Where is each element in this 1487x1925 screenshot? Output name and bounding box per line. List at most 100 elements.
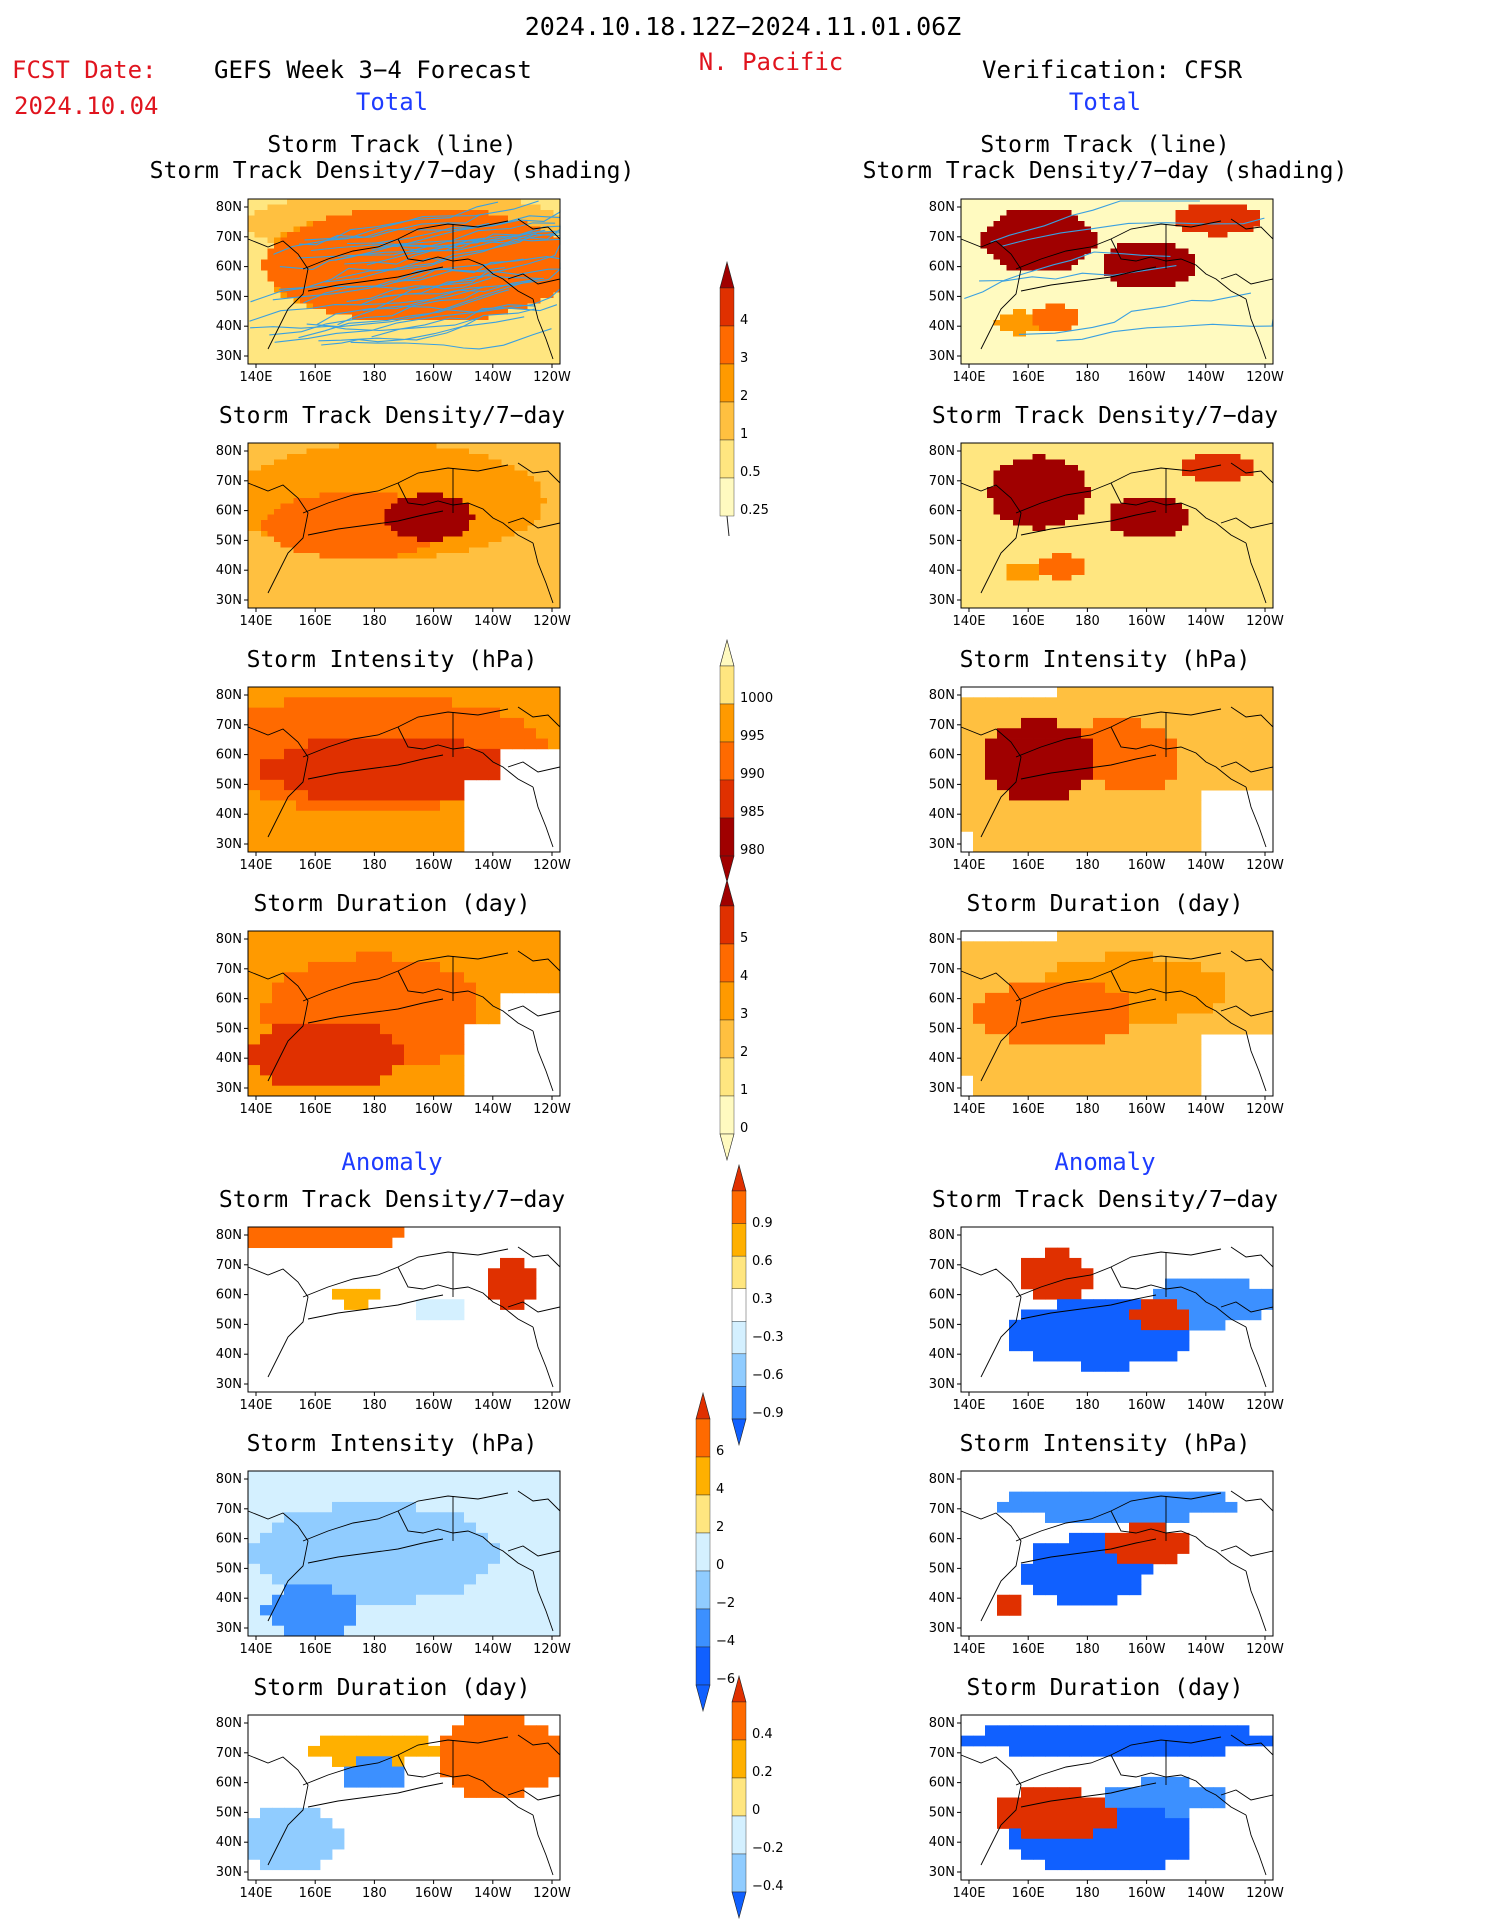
cell: [371, 465, 379, 471]
cell: [417, 204, 424, 211]
cell: [1104, 298, 1111, 304]
cell: [514, 564, 522, 570]
cell: [527, 492, 535, 499]
cell: [1045, 597, 1053, 603]
cell: [1208, 353, 1215, 359]
cell: [501, 309, 509, 315]
cell: [553, 575, 561, 581]
cell: [391, 569, 398, 576]
cell: [274, 342, 281, 348]
cell: [1026, 276, 1033, 282]
cell: [469, 221, 476, 227]
cell: [371, 221, 379, 227]
cell: [339, 248, 346, 255]
cell: [488, 498, 496, 504]
cell: [993, 454, 1001, 460]
cell: [274, 602, 281, 609]
cell: [261, 199, 268, 205]
cell: [1045, 292, 1053, 299]
cell: [280, 298, 288, 304]
cell: [1058, 448, 1066, 455]
cell: [417, 254, 424, 260]
cell: [1214, 248, 1222, 255]
cell: [553, 243, 561, 249]
cell: [495, 298, 502, 304]
cell: [404, 476, 411, 482]
cell: [547, 454, 554, 460]
cell: [488, 597, 496, 603]
cell: [436, 602, 444, 609]
cell: [527, 342, 535, 348]
cell: [267, 503, 275, 510]
cell: [456, 465, 463, 471]
cell: [254, 470, 262, 477]
cell: [287, 536, 294, 543]
cell: [423, 591, 431, 598]
cell: [365, 553, 372, 559]
cell: [1201, 210, 1209, 216]
cell: [974, 476, 981, 482]
cell: [1000, 265, 1007, 271]
cell: [1039, 342, 1046, 348]
cell: [339, 492, 346, 499]
cell: [365, 459, 372, 466]
cell: [1032, 358, 1040, 365]
cell: [267, 259, 275, 266]
cell: [1078, 309, 1085, 315]
cell: [326, 553, 333, 559]
cell: [488, 248, 496, 255]
cell: [352, 525, 359, 532]
cell: [1026, 542, 1033, 548]
cell: [993, 243, 1001, 249]
cell: [993, 586, 1001, 592]
cell: [521, 336, 528, 343]
cell: [306, 259, 314, 266]
cell: [287, 204, 294, 211]
cell: [1130, 204, 1137, 211]
cell: [306, 498, 314, 504]
cell: [293, 542, 301, 548]
cell: [540, 320, 548, 326]
cell: [1110, 248, 1118, 255]
cell: [456, 303, 463, 310]
cell: [1045, 215, 1053, 222]
cell: [488, 481, 496, 488]
cell: [987, 580, 994, 587]
cell: [1065, 331, 1072, 337]
cell: [1000, 487, 1007, 493]
cell: [261, 492, 268, 499]
cell: [326, 358, 333, 365]
cell: [547, 575, 554, 581]
cell: [456, 347, 463, 354]
cell: [1208, 237, 1215, 244]
cell: [1227, 248, 1235, 255]
cell: [967, 531, 975, 537]
cell: [300, 342, 307, 348]
cell: [1065, 487, 1072, 493]
cell: [1214, 287, 1222, 293]
cell: [371, 237, 379, 244]
cell: [1227, 270, 1235, 277]
cell: [267, 558, 275, 565]
cell: [508, 476, 515, 482]
cell: [475, 336, 483, 343]
cell: [1039, 443, 1046, 449]
cell: [352, 448, 359, 455]
cell: [1253, 204, 1261, 211]
cell: [332, 270, 340, 277]
cell: [1221, 287, 1228, 293]
cell: [371, 575, 379, 581]
cell: [280, 342, 288, 348]
cell: [993, 591, 1001, 598]
cell: [475, 226, 483, 233]
cell: [358, 586, 366, 592]
cell: [345, 459, 353, 466]
cell: [1039, 287, 1046, 293]
cell: [974, 358, 981, 365]
cell: [280, 347, 288, 354]
cell: [967, 232, 975, 238]
cell: [1143, 358, 1150, 365]
cell: [397, 342, 405, 348]
cell: [553, 448, 561, 455]
cell: [1039, 542, 1046, 548]
